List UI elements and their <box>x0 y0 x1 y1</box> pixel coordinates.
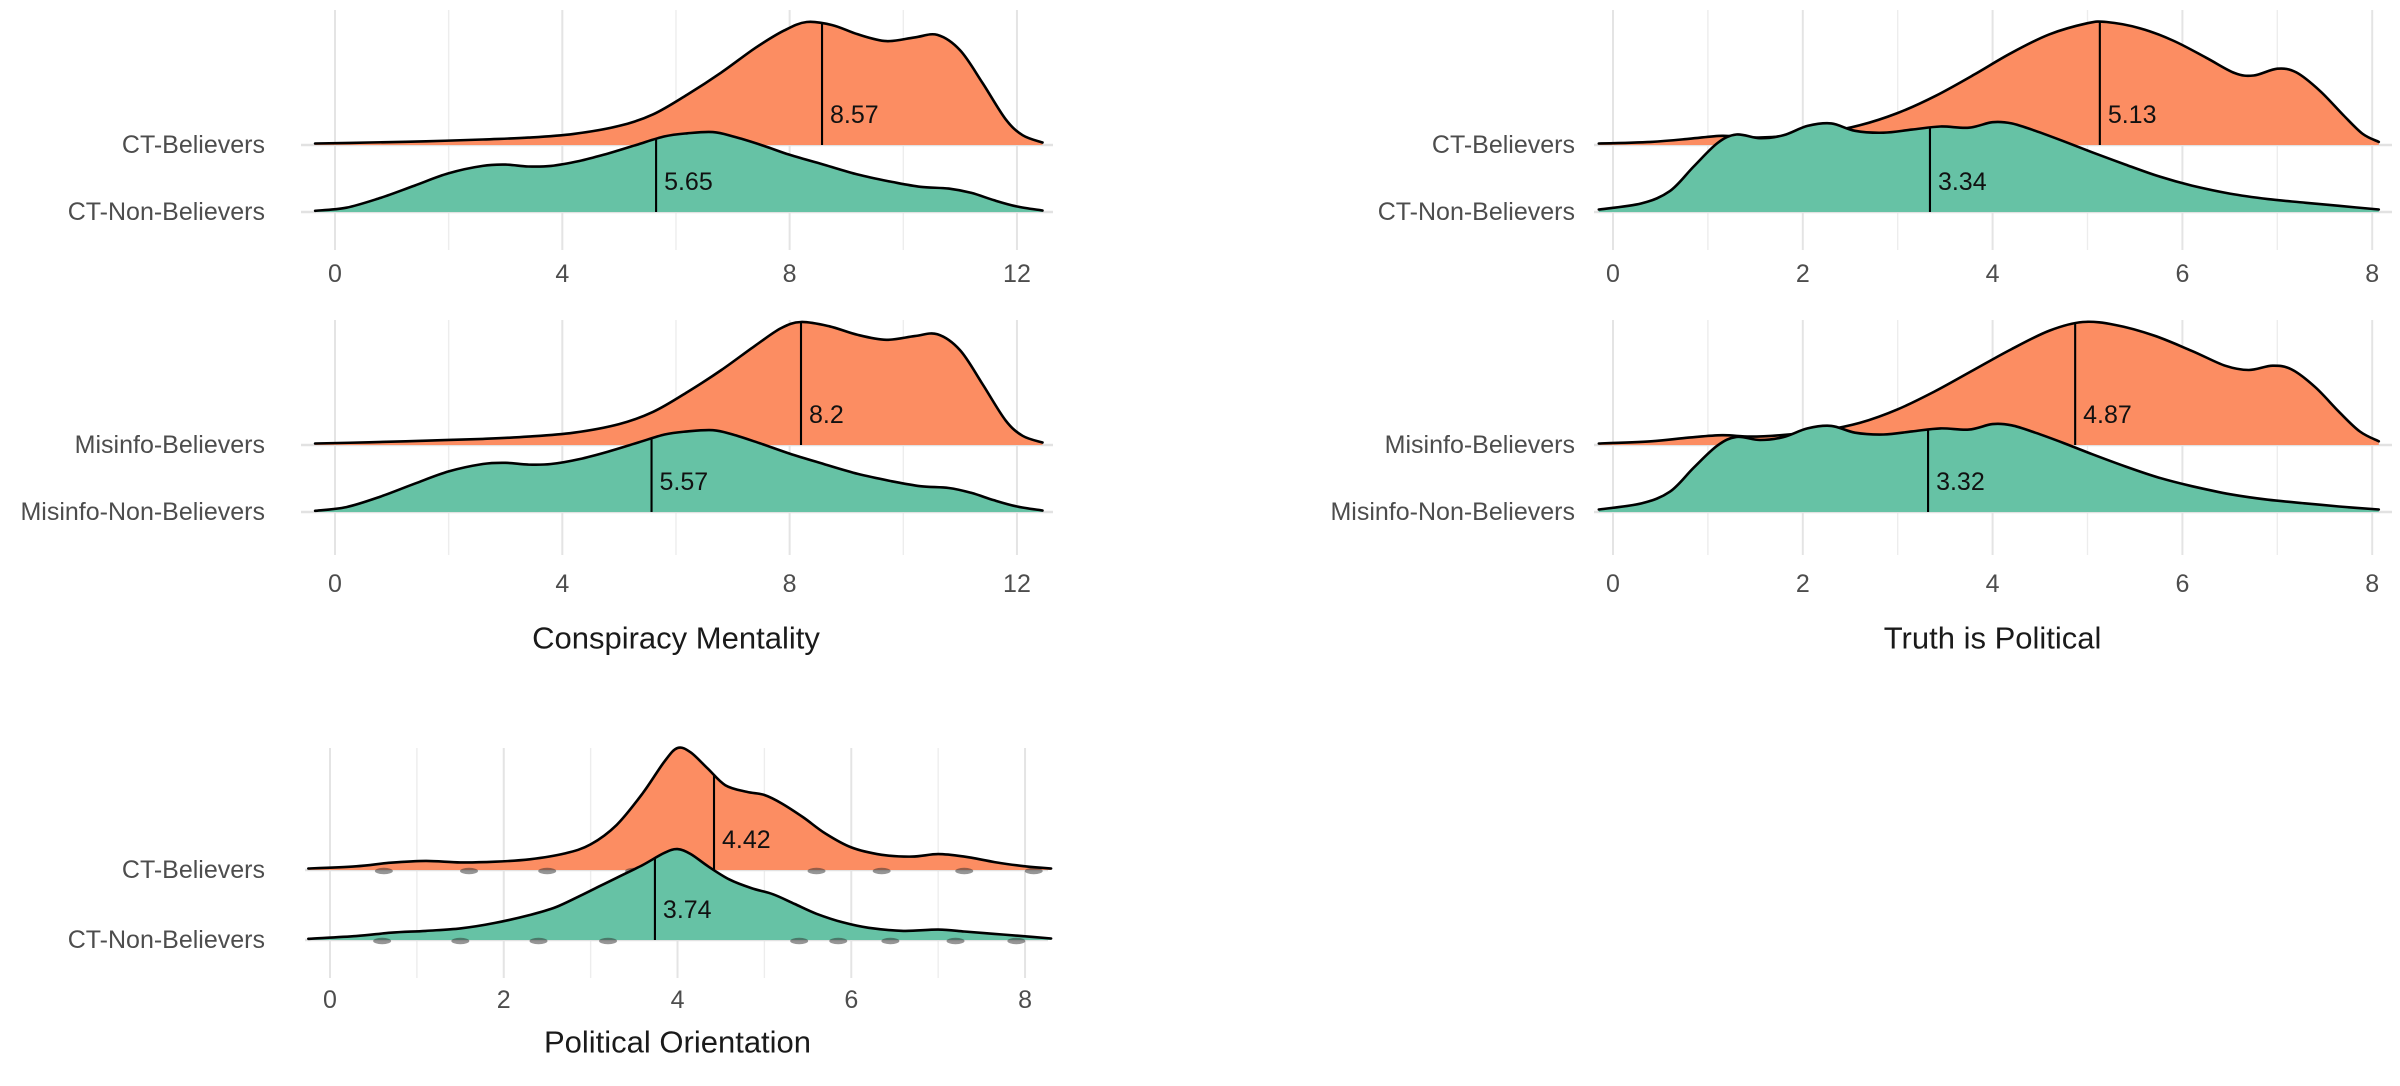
x-axis-title: Truth is Political <box>1884 621 2102 656</box>
panel-truth-is-political-ct: 5.13 3.34 CT-Believers CT-Non-Believers 0 2 4 6… <box>1378 10 2392 288</box>
x-tick-label: 12 <box>1003 570 1031 598</box>
green-density-outline <box>1597 422 2381 511</box>
x-axis-title: Political Orientation <box>544 1025 811 1060</box>
jitter-point <box>373 937 392 945</box>
green-density-outline <box>1597 120 2381 211</box>
category-label: CT-Believers <box>122 131 265 159</box>
orange-density-outline <box>313 20 1044 145</box>
x-tick-label: 2 <box>1796 570 1810 598</box>
x-tick-label: 6 <box>2175 570 2189 598</box>
mean-value-label: 3.74 <box>663 896 712 924</box>
orange-density-outline <box>313 320 1044 445</box>
orange-density-outline <box>307 746 1053 870</box>
orange-density-fill <box>315 21 1043 146</box>
mean-value-label: 5.65 <box>664 168 713 196</box>
jitter-point <box>807 867 826 875</box>
green-density-fill <box>315 430 1043 512</box>
mean-value-label: 8.2 <box>809 401 844 429</box>
mean-value-label: 8.57 <box>830 101 879 129</box>
x-tick-label: 6 <box>2175 260 2189 288</box>
jitter-point <box>1007 937 1026 945</box>
orange-density-fill <box>308 747 1052 870</box>
jitter-point <box>538 867 557 875</box>
orange-density-fill <box>1598 321 2379 445</box>
category-label: CT-Non-Believers <box>68 198 265 226</box>
x-tick-label: 8 <box>1018 986 1032 1014</box>
panel-political-orientation-ct: 4.42 3.74 CT-Believers CT-Non-Believers 0 2 4 6… <box>68 746 1053 1060</box>
green-density-fill <box>308 849 1052 940</box>
mean-value-label: 4.42 <box>722 826 771 854</box>
mean-value-label: 3.32 <box>1936 468 1985 496</box>
x-tick-label: 0 <box>328 570 342 598</box>
green-density-fill <box>315 131 1043 212</box>
jitter-point <box>829 937 848 945</box>
category-label: Misinfo-Non-Believers <box>1330 498 1575 526</box>
orange-density-fill <box>315 321 1043 445</box>
x-tick-label: 0 <box>328 260 342 288</box>
orange-density-fill <box>1598 21 2379 145</box>
jitter-point <box>881 937 900 945</box>
x-tick-label: 4 <box>555 260 569 288</box>
x-tick-label: 8 <box>2365 260 2379 288</box>
x-tick-label: 6 <box>844 986 858 1014</box>
x-tick-label: 8 <box>2365 570 2379 598</box>
jitter-point <box>529 937 548 945</box>
jitter-point <box>790 937 809 945</box>
category-label: CT-Non-Believers <box>1378 198 1575 226</box>
category-label: Misinfo-Believers <box>1385 431 1575 459</box>
x-tick-label: 4 <box>1986 260 2000 288</box>
jitter-point <box>946 937 965 945</box>
x-tick-label: 12 <box>1003 260 1031 288</box>
x-tick-label: 4 <box>555 570 569 598</box>
mean-value-label: 5.13 <box>2108 101 2157 129</box>
panel-conspiracy-mentality-ct: 8.57 5.65 CT-Believers CT-Non-Believers 0 4 8 1… <box>68 10 1053 288</box>
orange-density-outline <box>1597 320 2381 445</box>
green-density-fill <box>1598 121 2379 212</box>
jitter-point <box>599 937 618 945</box>
mean-value-label: 3.34 <box>1938 168 1987 196</box>
category-label: Misinfo-Believers <box>75 431 265 459</box>
jitter-point <box>451 937 470 945</box>
mean-value-label: 5.57 <box>660 468 709 496</box>
x-tick-label: 0 <box>1606 570 1620 598</box>
x-tick-label: 2 <box>1796 260 1810 288</box>
jitter-point <box>374 867 393 875</box>
green-density-fill <box>1598 423 2379 512</box>
x-tick-label: 4 <box>1986 570 2000 598</box>
jitter-point <box>460 867 479 875</box>
x-tick-label: 4 <box>671 986 685 1014</box>
category-label: CT-Believers <box>1432 131 1575 159</box>
x-tick-label: 8 <box>783 570 797 598</box>
category-label: Misinfo-Non-Believers <box>20 498 265 526</box>
category-label: CT-Non-Believers <box>68 926 265 954</box>
mean-value-label: 4.87 <box>2083 401 2132 429</box>
jitter-point <box>1024 867 1043 875</box>
x-tick-label: 0 <box>323 986 337 1014</box>
green-density-outline <box>313 130 1044 213</box>
green-density-outline <box>307 847 1053 941</box>
panel-truth-is-political-misinfo: 4.87 3.32 Misinfo-Believers Misinfo-Non-Bel… <box>1330 320 2392 656</box>
green-density-outline <box>313 428 1044 513</box>
x-axis-title: Conspiracy Mentality <box>532 621 820 656</box>
x-tick-label: 8 <box>783 260 797 288</box>
x-tick-label: 0 <box>1606 260 1620 288</box>
x-tick-label: 2 <box>497 986 511 1014</box>
panel-conspiracy-mentality-misinfo: 8.2 5.57 Misinfo-Believers Misinfo-Non-Beli… <box>20 320 1053 656</box>
jitter-point <box>872 867 891 875</box>
jitter-point <box>955 867 974 875</box>
category-label: CT-Believers <box>122 856 265 884</box>
